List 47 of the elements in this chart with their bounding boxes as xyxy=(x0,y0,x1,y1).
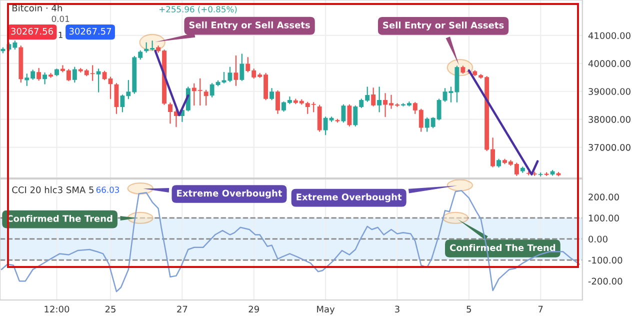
y-tick-label: 100.00 xyxy=(588,214,619,222)
y-tick-label: 39000.00 xyxy=(588,88,630,95)
annotation: Sell Entry or Sell Assets xyxy=(189,21,310,30)
x-tick-label: 29 xyxy=(248,306,259,313)
annotation: Sell Entry or Sell Assets xyxy=(383,22,504,30)
candlestick xyxy=(36,68,42,81)
candlestick xyxy=(532,172,537,176)
y-tick-label: -100.00 xyxy=(588,256,622,264)
candlestick xyxy=(270,88,274,100)
y-tick-label: 41000.00 xyxy=(588,32,630,40)
annotation: 0.01 xyxy=(52,16,70,22)
x-tick-label: 25 xyxy=(105,306,116,313)
y-tick-label: 200.00 xyxy=(588,194,619,200)
candlestick xyxy=(96,68,101,92)
y-tick-label: 37000.00 xyxy=(588,144,630,151)
annotation: 30267.56 xyxy=(11,28,53,35)
candlestick xyxy=(204,90,208,106)
candlestick xyxy=(240,54,244,82)
candlestick xyxy=(377,86,382,112)
candlestick xyxy=(72,66,77,83)
candlestick xyxy=(347,104,352,127)
x-tick-label: 3 xyxy=(395,306,400,313)
text: CCI 20 hlc3 SMA 5 xyxy=(12,186,94,194)
x-tick-label: 5 xyxy=(466,306,471,313)
candlestick xyxy=(371,87,376,106)
y-tick-label: 40000.00 xyxy=(588,60,630,67)
y-tick-label: 38000.00 xyxy=(588,116,630,123)
annotation: +255.96 (+0.85%) xyxy=(160,6,237,14)
candlestick xyxy=(544,172,549,176)
annotation: 66.03 xyxy=(96,186,120,193)
annotation: 30267.57 xyxy=(69,28,112,35)
candlestick xyxy=(114,82,119,114)
x-tick-label: 12:00 xyxy=(44,306,70,313)
annotation: Extreme Overbought xyxy=(296,193,402,202)
annotation: Extreme Overbought xyxy=(177,190,282,198)
candlestick xyxy=(42,72,48,84)
candlestick xyxy=(341,104,346,123)
x-tick-label: 7 xyxy=(538,306,543,312)
candlestick xyxy=(276,90,280,114)
candlestick xyxy=(317,104,322,132)
y-tick-label: 0.00 xyxy=(588,236,608,243)
x-tick-label: 27 xyxy=(177,306,188,312)
y-tick-label: -200.00 xyxy=(588,278,622,285)
candlestick xyxy=(234,55,238,86)
chart-title: Bitcoin · 4h xyxy=(12,4,62,12)
x-tick-label: May xyxy=(317,306,335,314)
annotation: 1 xyxy=(58,32,62,38)
